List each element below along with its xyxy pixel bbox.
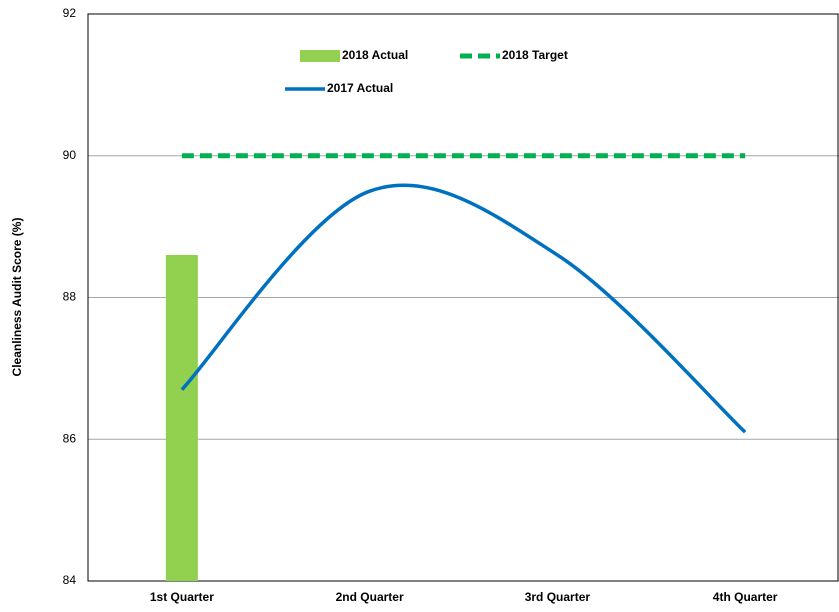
- legend-label: 2018 Actual: [342, 48, 408, 62]
- plot-frame: [87, 13, 839, 582]
- y-tick-label: 84: [63, 573, 77, 587]
- y-axis-label: Cleanliness Audit Score (%): [10, 218, 24, 377]
- y-tick-label: 92: [63, 6, 77, 20]
- y-tick-label: 86: [63, 431, 77, 445]
- y-tick-label: 90: [63, 148, 77, 162]
- legend-swatch: [300, 50, 340, 62]
- bar: [165, 254, 198, 581]
- legend-label: 2017 Actual: [327, 81, 393, 95]
- x-tick-label: 4th Quarter: [713, 590, 778, 604]
- x-tick-label: 3rd Quarter: [525, 590, 591, 604]
- line: [180, 183, 747, 434]
- legend-label: 2018 Target: [502, 48, 568, 62]
- x-tick-label: 2nd Quarter: [336, 590, 404, 604]
- y-tick-label: 88: [63, 290, 77, 304]
- x-tick-label: 1st Quarter: [150, 590, 214, 604]
